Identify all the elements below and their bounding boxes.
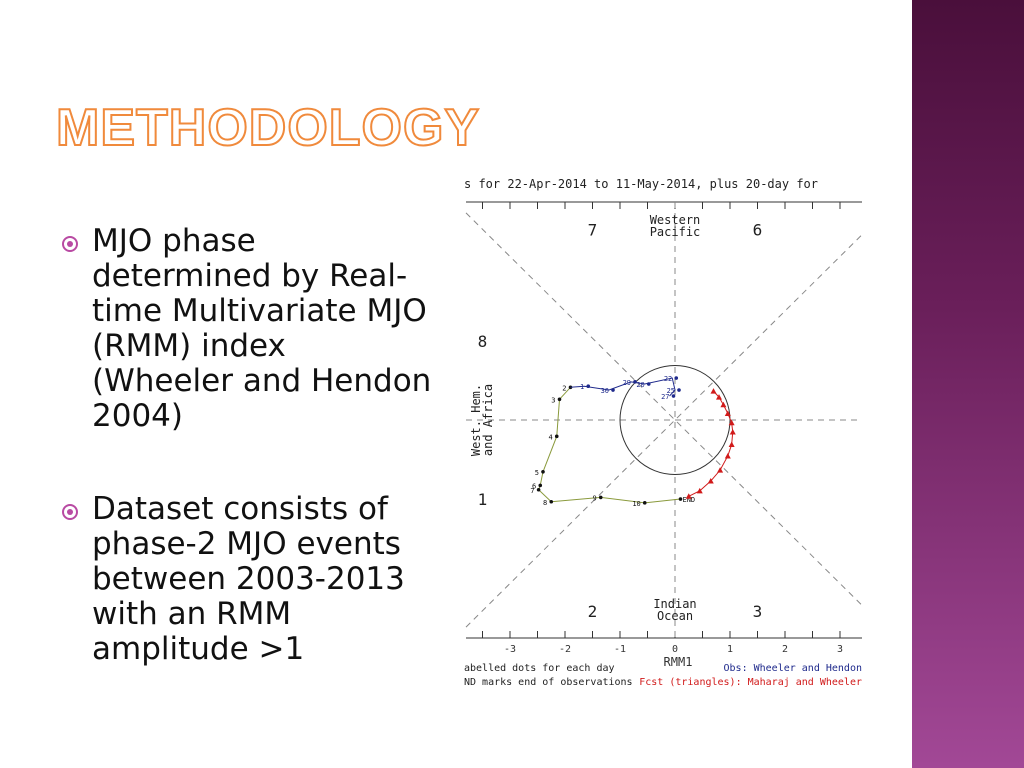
x-tick-label: 2 [782, 644, 788, 655]
forecast-triangle [707, 478, 714, 484]
observed-point-label: END [683, 496, 696, 504]
phase-label: 7 [588, 220, 598, 239]
observed-recent-label: 22 [664, 375, 672, 383]
observed-point-label: 10 [632, 500, 640, 508]
bullet-list: MJO phase determined by Real-time Multiv… [62, 224, 432, 725]
observed-point [598, 495, 603, 500]
observed-recent-label: 29 [623, 379, 631, 387]
phase-label: 3 [753, 602, 763, 621]
region-label: Ocean [657, 609, 693, 623]
observed-point [538, 483, 543, 488]
x-tick-label: 0 [672, 644, 678, 655]
legend-right-1: Obs: Wheeler and Hendon [724, 663, 862, 674]
bullet-item: MJO phase determined by Real-time Multiv… [62, 224, 432, 434]
forecast-triangle [716, 394, 722, 400]
observed-recent-point [633, 380, 637, 384]
region-label: West. Hem. [469, 384, 483, 456]
observed-recent-point [677, 388, 681, 392]
observed-recent-label: 27 [661, 393, 669, 401]
phase-label: 6 [753, 220, 763, 239]
observed-recent-point [671, 394, 676, 398]
bullet-text: MJO phase determined by Real-time Multiv… [92, 223, 432, 434]
observed-recent-label: 20 [636, 381, 644, 389]
legend-left-2: ND marks end of observations [464, 677, 633, 688]
region-label: Pacific [650, 225, 701, 239]
x-tick-label: 1 [727, 644, 733, 655]
diagonal-line [465, 212, 863, 606]
legend-left-1: abelled dots for each day [464, 663, 615, 674]
observed-point-label: 5 [535, 469, 539, 477]
chart-title: s for 22-Apr-2014 to 11-May-2014, plus 2… [464, 177, 818, 191]
region-label: Indian [653, 597, 696, 611]
diagonal-line [465, 234, 863, 628]
rmm-phase-diagram: s for 22-Apr-2014 to 11-May-2014, plus 2… [464, 177, 863, 688]
observed-recent-label: 1 [580, 383, 584, 391]
forecast-triangle [696, 487, 703, 494]
slide-title: Methodology [55, 99, 481, 157]
forecast-triangle [729, 428, 736, 435]
observed-recent-label: 30 [601, 387, 609, 395]
x-tick-label: -2 [559, 644, 571, 655]
x-tick-label: -1 [614, 644, 626, 655]
observed-point [536, 487, 541, 492]
phase-label: 8 [478, 332, 488, 351]
bullet-text: Dataset consists of phase-2 MJO events b… [92, 491, 405, 667]
observed-point [678, 497, 683, 501]
x-tick-label: -3 [504, 644, 516, 655]
observed-recent-point [586, 384, 591, 389]
observed-recent-point [646, 382, 651, 386]
bullet-item: Dataset consists of phase-2 MJO events b… [62, 492, 432, 667]
x-axis-label: RMM1 [664, 655, 693, 669]
observed-point-label: 4 [549, 433, 553, 441]
forecast-triangle [728, 419, 735, 426]
x-tick-label: 3 [837, 644, 843, 655]
observed-point-label: 2 [562, 384, 566, 392]
forecast-triangle [728, 441, 735, 448]
forecast-triangle [710, 388, 717, 394]
region-label: Western [650, 213, 701, 227]
observed-point [549, 499, 554, 504]
phase-label: 2 [588, 602, 598, 621]
observed-recent-point [674, 376, 679, 380]
forecast-triangle [720, 401, 727, 408]
observed-point-label: 7 [530, 487, 534, 495]
forecast-triangle [724, 410, 731, 416]
observed-point [554, 434, 559, 439]
observed-recent-label: 25 [667, 387, 675, 395]
side-band [912, 0, 1024, 768]
forecast-triangle [724, 452, 731, 459]
bullet-icon [62, 236, 78, 252]
observed-point-label: 3 [551, 396, 555, 404]
forecast-triangle [717, 467, 724, 473]
observed-point [642, 501, 647, 505]
region-label: and Africa [481, 384, 495, 456]
observed-point-label: 9 [593, 494, 597, 502]
observed-recent-point [611, 388, 615, 392]
forecast-triangle [685, 493, 692, 499]
observed-point [541, 469, 545, 474]
observed-point-label: 6 [532, 482, 536, 490]
observed-point-label: 8 [543, 499, 547, 507]
observed-track-line [538, 386, 681, 504]
phase-label: 1 [478, 490, 488, 509]
bullet-icon [62, 504, 78, 520]
observed-point [557, 397, 562, 402]
legend-right-2: Fcst (triangles): Maharaj and Wheeler [639, 677, 862, 688]
